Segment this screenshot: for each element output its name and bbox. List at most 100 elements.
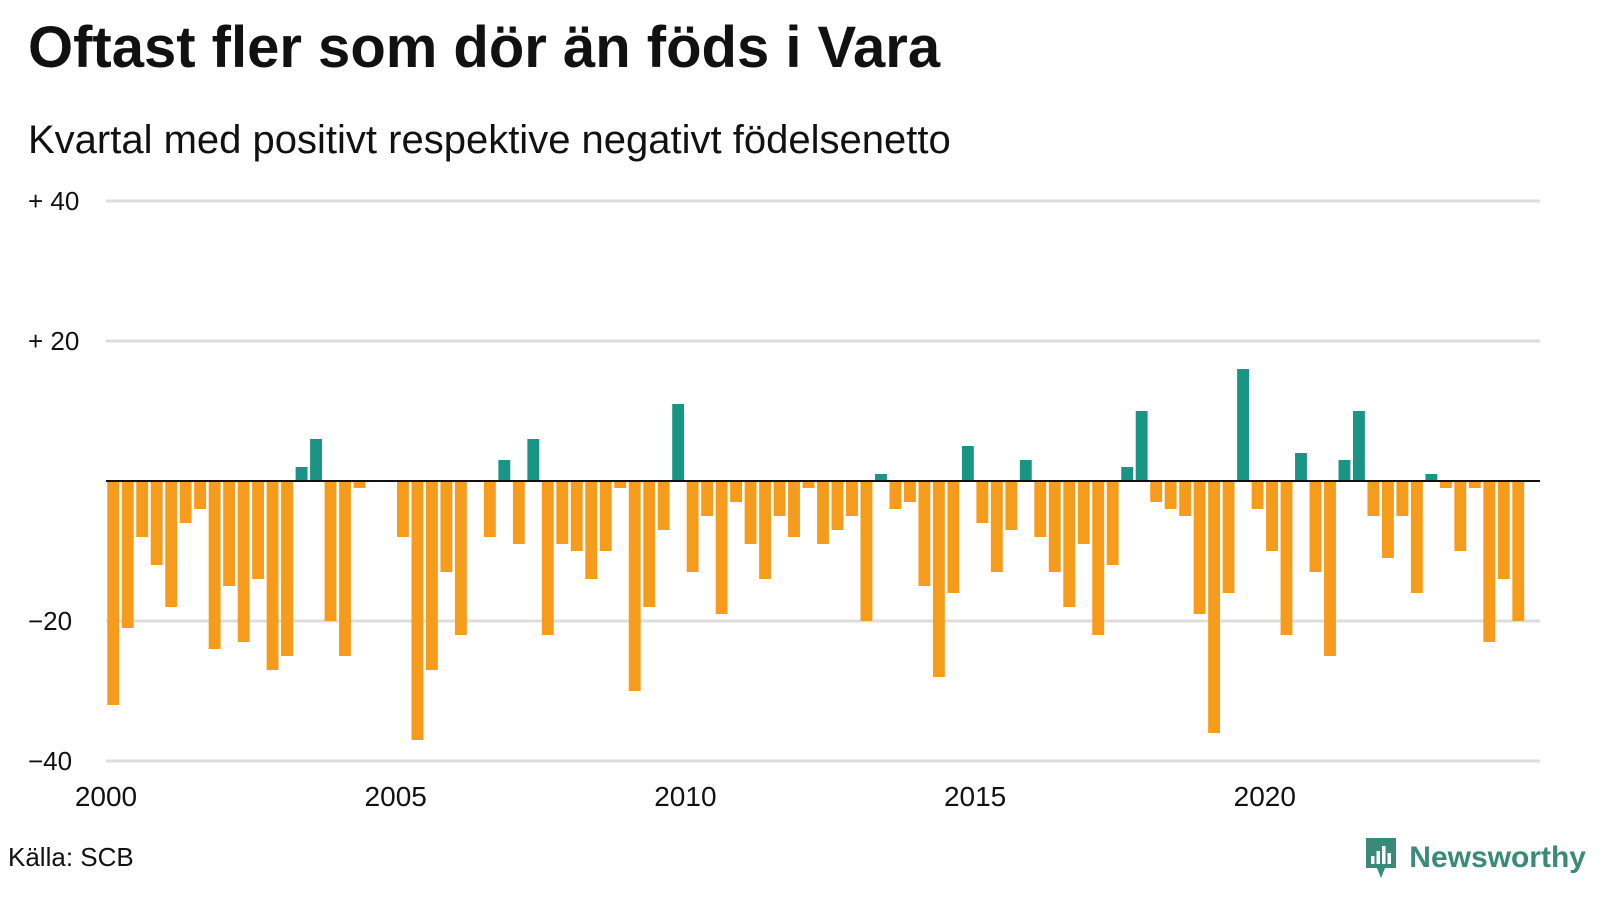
bar — [1092, 481, 1105, 635]
bar — [121, 481, 134, 628]
bar — [310, 439, 322, 481]
bar — [541, 481, 554, 635]
bar — [1193, 481, 1206, 614]
bar — [1150, 481, 1163, 502]
bar — [136, 481, 149, 537]
bar — [324, 481, 337, 621]
bar — [440, 481, 453, 572]
bar — [918, 481, 931, 586]
chart-subtitle: Kvartal med positivt respektive negativt… — [28, 118, 951, 162]
bar — [846, 481, 858, 516]
bar — [1410, 481, 1423, 593]
bar — [614, 481, 627, 488]
bar — [454, 481, 467, 635]
bar — [1454, 481, 1467, 551]
bar — [527, 439, 540, 481]
bar — [860, 481, 873, 621]
bar — [1367, 481, 1380, 516]
bar — [976, 481, 989, 523]
x-tick-label: 2015 — [944, 781, 1006, 812]
bar — [701, 481, 714, 516]
bar — [223, 481, 236, 586]
x-tick-label: 2020 — [1234, 781, 1296, 812]
bar — [237, 481, 250, 642]
bar — [281, 481, 293, 656]
bar — [730, 481, 743, 502]
bar — [1295, 453, 1307, 481]
bar — [1512, 481, 1525, 621]
y-tick-label: −40 — [28, 746, 72, 776]
bar — [252, 481, 265, 579]
bar — [339, 481, 351, 656]
chart-title: Oftast fler som dör än föds i Vara — [28, 15, 941, 80]
bar — [570, 481, 583, 551]
bar — [947, 481, 960, 593]
bar — [498, 460, 511, 481]
bar — [107, 481, 120, 705]
bar — [1208, 481, 1221, 733]
bar — [266, 481, 279, 670]
bar — [512, 481, 525, 544]
bar — [1063, 481, 1076, 607]
bar — [715, 481, 728, 614]
brand-name: Newsworthy — [1409, 841, 1586, 874]
bar — [1121, 467, 1134, 481]
bar — [1106, 481, 1119, 565]
bar — [1338, 460, 1351, 481]
bar — [1048, 481, 1061, 572]
bar — [1222, 481, 1235, 593]
bar — [1034, 481, 1047, 537]
bar — [1396, 481, 1409, 516]
newsworthy-logo-icon — [1366, 838, 1397, 878]
bar — [657, 481, 670, 530]
bar — [1019, 460, 1032, 481]
bar — [802, 481, 815, 488]
bar — [788, 481, 800, 537]
bar — [1135, 411, 1148, 481]
bar — [1005, 481, 1018, 530]
bar — [556, 481, 569, 544]
bar — [817, 481, 829, 544]
bar — [425, 481, 438, 670]
bar — [194, 481, 207, 509]
x-tick-label: 2000 — [75, 781, 137, 812]
bar — [150, 481, 163, 565]
brand-logo: Newsworthy — [1363, 836, 1586, 880]
bar — [672, 404, 685, 481]
bar — [889, 481, 902, 509]
bar — [353, 481, 366, 488]
x-tick-label: 2005 — [365, 781, 427, 812]
bar — [744, 481, 757, 544]
bar — [1237, 369, 1249, 481]
bar — [1164, 481, 1177, 509]
bar — [1280, 481, 1293, 635]
bar — [1179, 481, 1192, 516]
x-tick-label: 2010 — [654, 781, 716, 812]
bar — [1251, 481, 1264, 509]
bar — [831, 481, 844, 530]
bar — [1266, 481, 1278, 551]
bar — [1353, 411, 1365, 481]
y-axis-ticks: + 40 + 20 −20 −40 — [28, 186, 79, 776]
bar — [599, 481, 612, 551]
bar — [643, 481, 656, 607]
y-tick-label: + 20 — [28, 326, 79, 356]
x-axis-ticks: 2000 2005 2010 2015 2020 — [75, 781, 1296, 812]
y-tick-label: −20 — [28, 606, 72, 636]
bar — [1077, 481, 1090, 544]
bar — [585, 481, 598, 579]
bar — [1497, 481, 1510, 579]
bar — [1439, 481, 1452, 488]
source-note: Källa: SCB — [8, 842, 134, 872]
bar — [1425, 474, 1438, 481]
bar — [1324, 481, 1336, 656]
bar — [397, 481, 409, 537]
bar — [990, 481, 1003, 572]
bar — [1381, 481, 1394, 558]
bar — [295, 467, 308, 481]
bar — [208, 481, 221, 649]
bar — [686, 481, 699, 572]
bar-chart: + 40 + 20 −20 −40 2000 2005 2010 2015 2020 — [28, 186, 1540, 812]
bar — [903, 481, 916, 502]
bar — [759, 481, 771, 579]
